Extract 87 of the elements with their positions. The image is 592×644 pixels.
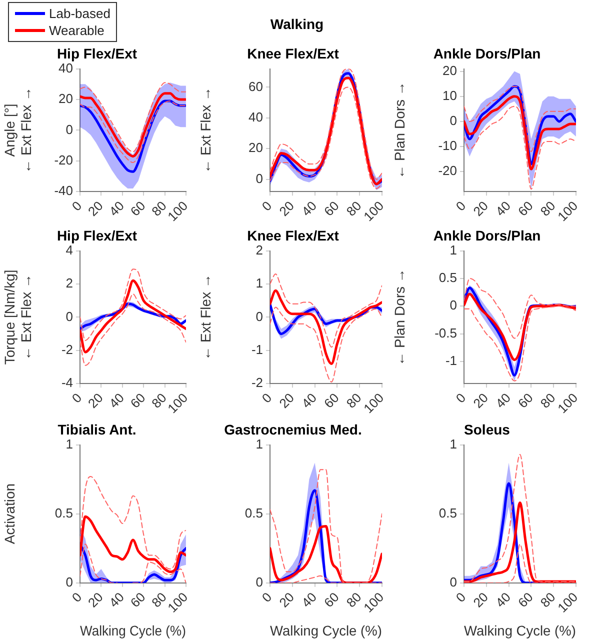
y-tick-label: -2 xyxy=(61,342,73,357)
chart-title: Tibialis Ant. xyxy=(58,421,136,438)
x-tick-label: 40 xyxy=(492,198,514,220)
y-tick-label: 0.5 xyxy=(54,505,73,520)
y-axis-title: Activation xyxy=(1,483,18,544)
y-tick-label: 20 xyxy=(248,140,263,156)
x-tick-label: 40 xyxy=(106,198,128,220)
chart-title: Ankle Dors/Plan xyxy=(433,227,541,244)
chart-title: Ankle Dors/Plan xyxy=(433,45,541,62)
x-axis-title: Walking Cycle (%) xyxy=(80,623,186,639)
x-tick-label: 40 xyxy=(492,589,514,610)
x-tick-label: 60 xyxy=(514,589,536,610)
y-tick-label: 40 xyxy=(248,110,263,125)
y-axis-title: Torque [Nm/kg] ← Ext Flex → xyxy=(1,270,34,365)
y-tick-label: 0 xyxy=(66,122,73,137)
x-tick-label: 20 xyxy=(470,198,492,220)
x-tick-label: 40 xyxy=(298,589,320,610)
x-axis-title: Walking Cycle (%) xyxy=(464,622,576,638)
x-tick-label: 40 xyxy=(298,390,320,412)
y-tick-label: -4 xyxy=(61,375,73,390)
text: Walking xyxy=(269,16,325,32)
x-tick-label: 20 xyxy=(276,198,298,220)
x-tick-label: 60 xyxy=(320,589,342,610)
x-tick-label: 20 xyxy=(470,390,492,412)
y-tick-label: -10 xyxy=(438,138,457,154)
y-tick-label: 4 xyxy=(66,242,73,258)
y-tick-label: 0 xyxy=(256,308,263,324)
x-tick-label: 20 xyxy=(276,589,298,610)
x-tick-label: 40 xyxy=(298,198,320,220)
y-tick-label: 20 xyxy=(58,91,73,106)
chart-title: Hip Flex/Ext xyxy=(56,45,138,62)
x-tick-label: 60 xyxy=(320,198,342,220)
legend-label: Lab-based xyxy=(49,6,110,21)
y-tick-label: 1 xyxy=(256,276,263,291)
x-tick-label: 60 xyxy=(320,390,342,412)
y-tick-label: 2 xyxy=(256,242,263,258)
y-tick-label: 10 xyxy=(442,88,457,103)
y-tick-label: 40 xyxy=(58,60,73,76)
y-axis-title: ← Plan Dors → xyxy=(391,82,408,179)
x-axis-title: Walking Cycle (%) xyxy=(270,622,382,638)
x-tick-label: 60 xyxy=(514,390,536,412)
x-tick-label: 40 xyxy=(492,390,514,412)
x-tick-label: 20 xyxy=(85,589,106,610)
chart-title: Hip Flex/Ext xyxy=(56,227,138,244)
x-tick-label: 60 xyxy=(127,589,148,610)
chart-title: Gastrocnemius Med. xyxy=(224,421,362,438)
legend-label: Wearable xyxy=(49,23,104,38)
y-tick-label: 2 xyxy=(66,276,73,291)
x-tick-label: 20 xyxy=(470,589,492,610)
y-axis-title: ← Plan Dors → xyxy=(391,268,408,366)
y-tick-label: 0 xyxy=(256,574,263,590)
x-tick-label: 20 xyxy=(85,390,106,412)
y-tick-label: 1 xyxy=(450,242,457,258)
x-tick-label: 60 xyxy=(514,198,536,220)
y-tick-label: -40 xyxy=(54,183,73,198)
y-tick-label: 0.5 xyxy=(438,270,457,286)
y-tick-label: 0 xyxy=(450,574,457,590)
y-tick-label: 1 xyxy=(256,436,263,452)
chart-title: Knee Flex/Ext xyxy=(247,227,340,244)
x-tick-label: 20 xyxy=(276,390,298,412)
y-tick-label: 0 xyxy=(66,574,73,590)
y-tick-label: 0 xyxy=(450,298,457,313)
y-tick-label: -20 xyxy=(54,152,73,168)
y-tick-label: -2 xyxy=(251,375,263,390)
x-tick-label: 60 xyxy=(127,198,148,220)
y-tick-label: -1 xyxy=(445,353,457,368)
x-tick-label: 40 xyxy=(106,589,128,610)
y-tick-label: 1 xyxy=(66,436,73,452)
x-tick-label: 20 xyxy=(85,198,106,220)
y-tick-label: -0.5 xyxy=(434,325,457,340)
y-axis-title: Angle [°] ← Ext Flex → xyxy=(1,87,34,174)
y-tick-label: 0 xyxy=(66,308,73,324)
y-tick-label: -20 xyxy=(438,163,457,178)
y-tick-label: 0.5 xyxy=(438,505,457,520)
y-tick-label: 20 xyxy=(442,62,457,78)
y-axis-title: ← Ext Flex → xyxy=(197,274,214,360)
y-tick-label: 60 xyxy=(248,78,263,94)
chart-title: Soleus xyxy=(464,421,510,438)
chart-title: Knee Flex/Ext xyxy=(247,45,340,62)
y-tick-label: 0 xyxy=(450,113,457,128)
x-tick-label: 60 xyxy=(127,390,148,412)
y-tick-label: -1 xyxy=(251,342,263,357)
x-tick-label: 40 xyxy=(106,390,128,412)
y-tick-label: 0 xyxy=(256,170,263,186)
y-axis-title: ← Ext Flex → xyxy=(197,87,214,174)
y-tick-label: 1 xyxy=(450,436,457,452)
y-tick-label: 0.5 xyxy=(244,505,263,520)
